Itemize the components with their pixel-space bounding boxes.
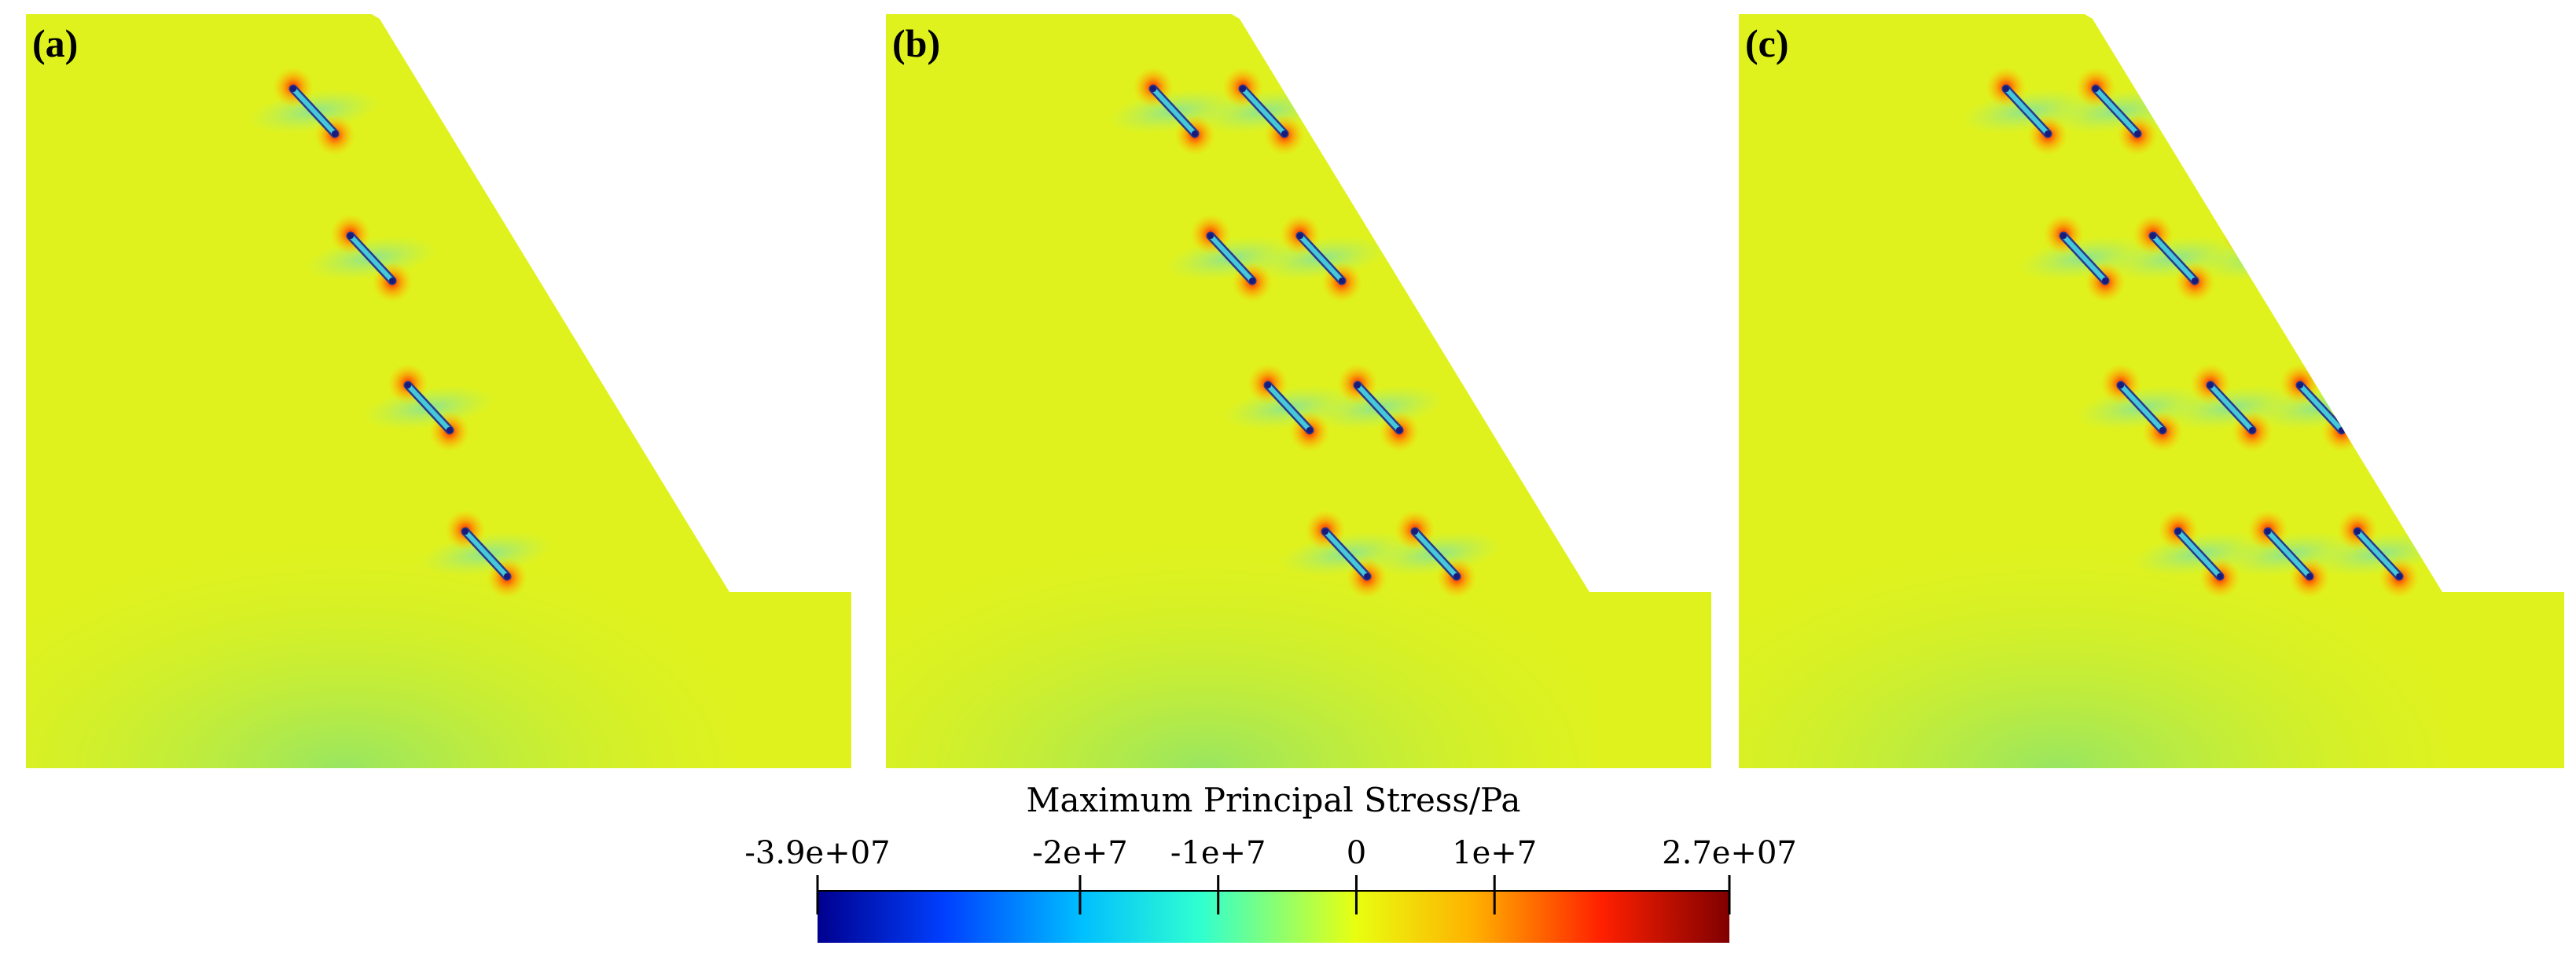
anchor-end (1322, 528, 1328, 535)
anchor-end (1364, 573, 1370, 580)
colorbar-title: Maximum Principal Stress/Pa (1026, 781, 1521, 819)
anchor-bolt (463, 529, 509, 579)
anchor-end (446, 427, 453, 433)
anchor-bolt (348, 234, 395, 283)
colorbar-tick-label: -1e+7 (1170, 835, 1266, 871)
tension-spot (2264, 262, 2305, 303)
anchor-bolt (1266, 383, 1312, 432)
anchor-end (2159, 427, 2166, 433)
anchor-end (347, 233, 354, 239)
anchor-end (1306, 427, 1313, 433)
anchor-end (1453, 573, 1460, 580)
anchor-end (1150, 86, 1156, 92)
anchor-end (1192, 131, 1198, 137)
anchor-end (2060, 233, 2067, 239)
anchor-bolt (1323, 529, 1369, 579)
anchor-bolt (406, 383, 452, 432)
anchor-end (2045, 131, 2051, 137)
anchor-end (2207, 382, 2214, 388)
anchor-end (332, 131, 338, 137)
anchor-bolt (2118, 383, 2165, 432)
anchor-end (2240, 233, 2246, 239)
panel-a (26, 14, 851, 768)
anchor-end (1207, 233, 1214, 239)
anchor-end (290, 86, 296, 92)
anchor-bolt (2240, 234, 2287, 283)
anchor-end (2118, 382, 2124, 388)
anchor-bolt (2093, 86, 2140, 136)
anchor-bolt (2265, 529, 2312, 579)
anchor-end (1249, 278, 1255, 284)
anchor-bolt (1151, 86, 1197, 136)
panel-label: (b) (892, 21, 941, 65)
base-stress-zone (886, 393, 1593, 768)
anchor-outline (2238, 231, 2289, 285)
anchor-end (2396, 573, 2402, 580)
anchor-end (2217, 573, 2223, 580)
anchor-end (1412, 528, 1418, 535)
anchor-bolt (1298, 234, 1344, 283)
anchor-end (2354, 528, 2361, 535)
anchor-bolt (2151, 234, 2197, 283)
anchor-end (462, 528, 469, 535)
anchor-end (1281, 131, 1288, 137)
anchor-bolt (1208, 234, 1255, 283)
anchor-end (2265, 528, 2271, 535)
anchor-end (2134, 131, 2141, 137)
anchor-end (2003, 86, 2009, 92)
tension-spot (2207, 115, 2247, 156)
anchor-end (2192, 278, 2198, 284)
anchor-end (1240, 86, 1246, 92)
anchor-end (2182, 86, 2188, 92)
panel-label: (c) (1745, 21, 1789, 65)
panel-c (1739, 14, 2564, 768)
colorbar-tick-label: -2e+7 (1032, 835, 1128, 871)
anchor-end (1297, 233, 1303, 239)
anchor-bolt (2183, 86, 2229, 136)
anchor-end (1339, 278, 1345, 284)
tension-spot (2165, 67, 2206, 108)
anchor-bolt (2004, 86, 2050, 136)
anchor-end (2175, 528, 2181, 535)
anchor-end (2224, 131, 2230, 137)
anchor-end (389, 278, 395, 284)
anchor-end (2249, 427, 2255, 433)
anchor-outline (2181, 84, 2232, 138)
anchor-end (2339, 427, 2345, 433)
anchor-end (2150, 233, 2156, 239)
anchor-end (1354, 382, 1361, 388)
anchor-bolt (2061, 234, 2107, 283)
anchor-end (1396, 427, 1402, 433)
anchor-bolt (1413, 529, 1459, 579)
colorbar (816, 875, 1731, 943)
anchor-end (2306, 573, 2313, 580)
tension-spot (2222, 214, 2263, 255)
panel-label: (a) (32, 21, 79, 65)
colorbar-tick-label: 0 (1346, 835, 1367, 871)
anchor-bolt (1355, 383, 1402, 432)
anchor-end (504, 573, 510, 580)
colorbar-tick-label: 1e+7 (1452, 835, 1538, 871)
colorbar-gradient (818, 891, 1729, 943)
anchor-end (2102, 278, 2108, 284)
panels-layer (26, 14, 2564, 768)
anchor-bolt (1240, 86, 1287, 136)
colorbar-ticks (816, 875, 1731, 914)
anchor-end (2093, 86, 2099, 92)
colorbar-tick-label: 2.7e+07 (1662, 835, 1797, 871)
anchor-end (405, 382, 411, 388)
anchor-bolt (2176, 529, 2222, 579)
anchor-end (2281, 278, 2288, 284)
colorbar-tick-label: -3.9e+07 (744, 835, 891, 871)
base-stress-zone (26, 393, 733, 768)
anchor-end (1265, 382, 1271, 388)
anchor-bolt (2298, 383, 2344, 432)
anchor-bolt (2208, 383, 2254, 432)
panel-b (886, 14, 1711, 768)
anchor-bolt (291, 86, 337, 136)
anchor-end (2297, 382, 2303, 388)
anchor-bolt (2355, 529, 2401, 579)
